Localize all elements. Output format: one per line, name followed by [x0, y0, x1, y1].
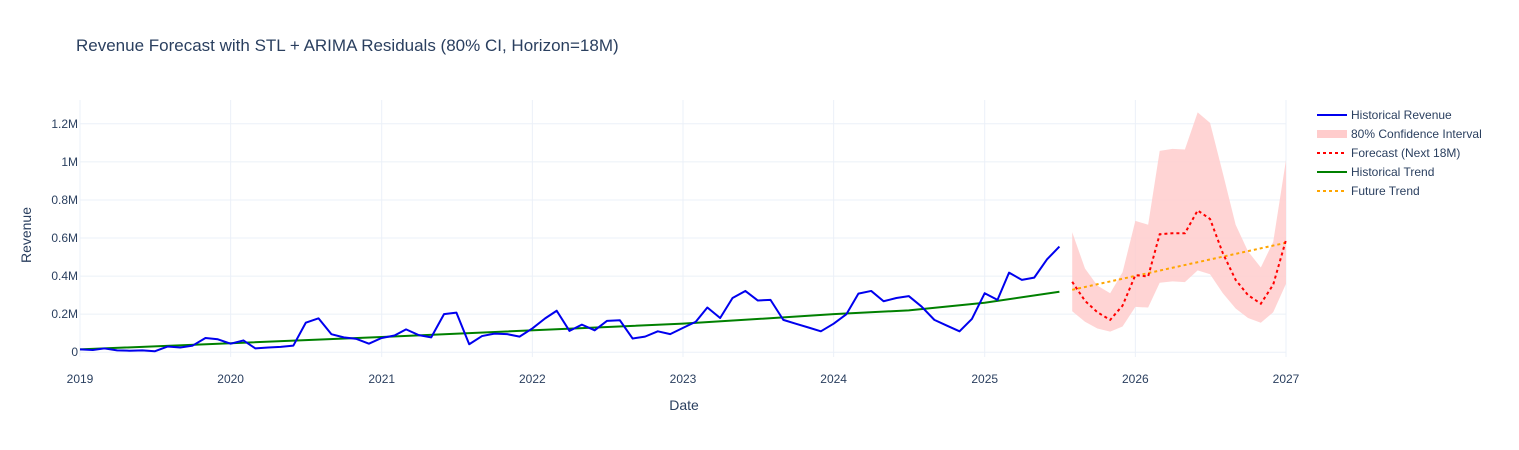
y-tick-label: 0.8M — [51, 193, 78, 207]
legend-item-historical[interactable]: Historical Revenue — [1317, 108, 1452, 122]
x-tick-label: 2025 — [971, 372, 998, 386]
confidence-band-layer — [1072, 112, 1286, 332]
x-axis-title: Date — [669, 397, 699, 413]
x-tick-label: 2022 — [519, 372, 546, 386]
x-tick-label: 2023 — [670, 372, 697, 386]
y-tick-label: 0.6M — [51, 231, 78, 245]
legend-item-ci[interactable]: 80% Confidence Interval — [1317, 127, 1482, 141]
legend: Historical Revenue 80% Confidence Interva… — [1317, 108, 1482, 198]
legend-label: Forecast (Next 18M) — [1351, 146, 1460, 160]
legend-item-forecast[interactable]: Forecast (Next 18M) — [1317, 146, 1460, 160]
y-tick-label: 0.4M — [51, 269, 78, 283]
future-trend-line — [1071, 241, 1287, 291]
y-axis-ticks: 0 0.2M 0.4M 0.6M 0.8M 1M 1.2M — [51, 117, 78, 359]
legend-label: Future Trend — [1351, 184, 1420, 198]
y-tick-label: 1M — [61, 155, 78, 169]
x-tick-label: 2020 — [217, 372, 244, 386]
y-tick-label: 0.2M — [51, 307, 78, 321]
x-tick-label: 2026 — [1122, 372, 1149, 386]
x-tick-label: 2019 — [67, 372, 94, 386]
y-axis-title: Revenue — [18, 207, 34, 263]
x-tick-label: 2024 — [820, 372, 847, 386]
chart-title: Revenue Forecast with STL + ARIMA Residu… — [76, 36, 619, 55]
x-axis-ticks: 2019 2020 2021 2022 2023 2024 2025 2026 2027 — [67, 372, 1300, 386]
forecast-line — [1071, 208, 1287, 322]
legend-item-hist_trend[interactable]: Historical Trend — [1317, 165, 1434, 179]
historical-revenue-line — [79, 245, 1061, 353]
y-tick-label: 0 — [71, 345, 78, 359]
y-tick-label: 1.2M — [51, 117, 78, 131]
legend-item-future_trend[interactable]: Future Trend — [1317, 184, 1420, 198]
x-tick-label: 2027 — [1273, 372, 1300, 386]
x-tick-label: 2021 — [368, 372, 395, 386]
confidence-interval-band — [1072, 112, 1286, 332]
legend-label: Historical Revenue — [1351, 108, 1452, 122]
series-lines-layer — [79, 208, 1287, 353]
legend-label: 80% Confidence Interval — [1351, 127, 1482, 141]
legend-label: Historical Trend — [1351, 165, 1434, 179]
